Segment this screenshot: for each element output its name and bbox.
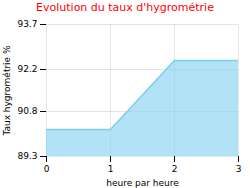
svg-text:0: 0 (44, 164, 50, 174)
svg-text:93.7: 93.7 (17, 19, 37, 29)
svg-text:Taux hygrométrie %: Taux hygrométrie % (2, 45, 12, 137)
svg-text:heure par heure: heure par heure (106, 178, 179, 188)
html-text:Evolution du taux d'hygrométri: Evolution du taux d'hygrométrie (36, 1, 214, 14)
svg-text:92.2: 92.2 (17, 64, 37, 74)
svg-text:89.3: 89.3 (17, 151, 37, 161)
svg-text:2: 2 (172, 164, 178, 174)
svg-text:1: 1 (108, 164, 114, 174)
svg-text:3: 3 (236, 164, 242, 174)
svg-text:90.8: 90.8 (17, 106, 37, 116)
